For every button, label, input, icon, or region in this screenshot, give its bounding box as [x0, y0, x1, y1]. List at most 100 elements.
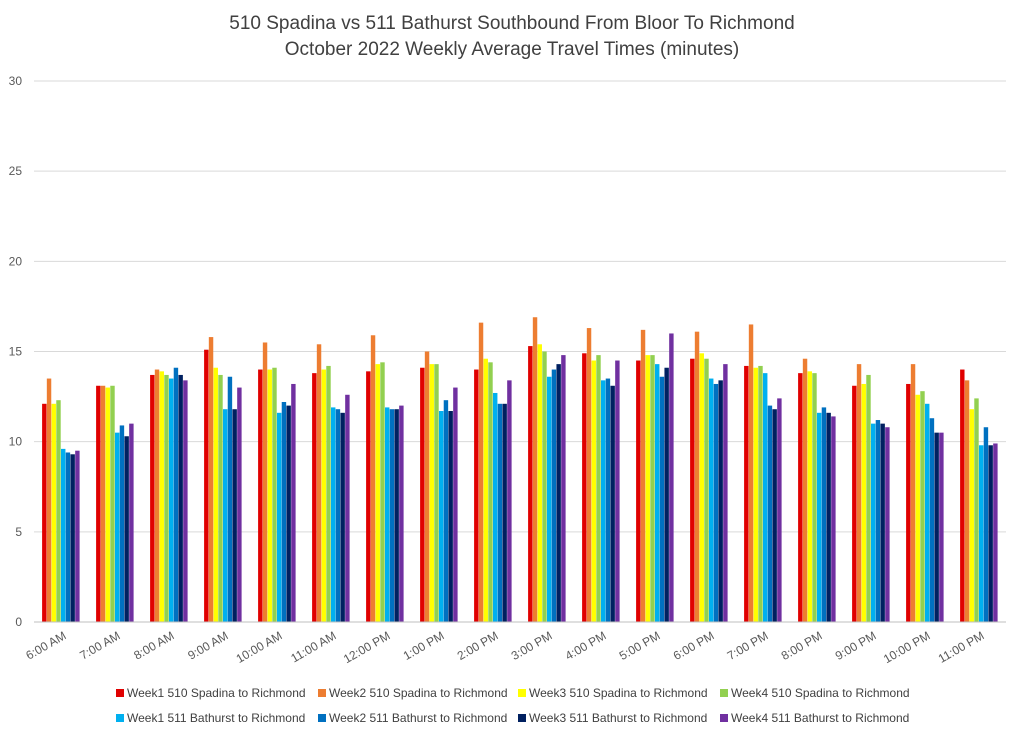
bar [129, 423, 134, 622]
bar [150, 374, 155, 622]
bar [321, 369, 326, 622]
legend-label: Week2 510 Spadina to Richmond [329, 686, 508, 700]
bar [939, 432, 944, 622]
x-tick-label: 7:00 PM [725, 628, 771, 662]
y-tick-label: 20 [9, 254, 23, 268]
bar [645, 355, 650, 622]
bar [906, 383, 911, 622]
bar [852, 385, 857, 622]
bar [556, 364, 561, 622]
bar [61, 448, 66, 622]
y-tick-label: 10 [9, 435, 23, 449]
legend-swatch [116, 714, 124, 722]
bar [178, 374, 183, 622]
bar [969, 409, 974, 622]
bar [988, 445, 993, 622]
bar [65, 452, 71, 622]
x-tick-label: 3:00 PM [509, 628, 555, 662]
bar [394, 409, 399, 622]
bar [547, 376, 552, 622]
bar [326, 365, 331, 622]
bar [802, 358, 808, 622]
bar [856, 364, 862, 622]
x-tick-label: 5:00 PM [617, 628, 663, 662]
bar [591, 360, 596, 622]
legend-swatch [318, 689, 326, 697]
bar [232, 409, 237, 622]
bar [709, 378, 714, 622]
bar [767, 405, 773, 622]
bar [582, 353, 587, 622]
bar [704, 358, 709, 622]
bar [748, 324, 754, 622]
bar [173, 367, 179, 622]
bar [659, 376, 665, 622]
bar [434, 364, 439, 622]
bar [448, 411, 453, 622]
bar [964, 380, 970, 622]
bar [669, 333, 674, 622]
bar [537, 344, 542, 622]
bar [399, 405, 404, 622]
bar [807, 371, 812, 622]
bar [885, 427, 890, 622]
bar [277, 412, 282, 622]
bar [389, 409, 395, 622]
x-tick-label: 2:00 PM [455, 628, 501, 662]
bar [183, 380, 188, 622]
bar [910, 364, 916, 622]
bar [826, 412, 831, 622]
x-tick-label: 8:00 AM [131, 628, 176, 662]
bar [694, 331, 700, 622]
bar [70, 454, 75, 622]
bar [115, 432, 120, 622]
bar [915, 394, 920, 622]
bar [655, 364, 660, 622]
bar [713, 383, 719, 622]
bar [636, 360, 641, 622]
bar [443, 400, 449, 622]
bar [551, 369, 557, 622]
x-tick-label: 12:00 PM [341, 628, 392, 666]
bar [291, 383, 296, 622]
bar [861, 383, 866, 622]
bar [204, 349, 209, 622]
x-tick-label: 9:00 AM [185, 628, 230, 662]
x-tick-label: 10:00 PM [881, 628, 932, 666]
bar [218, 374, 223, 622]
bar [474, 369, 479, 622]
legend-label: Week2 511 Bathurst to Richmond [329, 711, 507, 725]
bar [223, 409, 228, 622]
y-tick-label: 30 [9, 74, 23, 88]
bar [56, 400, 61, 622]
bar [159, 371, 164, 622]
bar [507, 380, 512, 622]
bar [429, 364, 434, 622]
bar [615, 360, 620, 622]
bar [237, 387, 242, 622]
x-tick-label: 11:00 PM [936, 628, 987, 665]
x-tick-label: 4:00 PM [563, 628, 609, 662]
bar [831, 416, 836, 622]
bar [640, 329, 646, 622]
bar [871, 423, 876, 622]
y-tick-label: 25 [9, 164, 23, 178]
chart-title-line-1: 510 Spadina vs 511 Bathurst Southbound F… [229, 13, 795, 34]
legend-label: Week1 510 Spadina to Richmond [127, 686, 306, 700]
y-tick-label: 0 [15, 615, 22, 629]
chart-title-line-2: October 2022 Weekly Average Travel Times… [284, 39, 740, 60]
legend-label: Week4 510 Spadina to Richmond [731, 686, 910, 700]
x-tick-label: 8:00 PM [779, 628, 825, 662]
legend: Week1 510 Spadina to Richmond Week2 510 S… [116, 686, 910, 725]
bar [723, 364, 728, 622]
bar [758, 365, 763, 622]
bar [812, 373, 817, 622]
x-tick-label: 9:00 PM [833, 628, 879, 662]
bar [370, 335, 376, 622]
bar [488, 362, 493, 622]
bar [929, 418, 935, 622]
bar [596, 355, 601, 622]
bar [335, 409, 341, 622]
bar [664, 367, 669, 622]
